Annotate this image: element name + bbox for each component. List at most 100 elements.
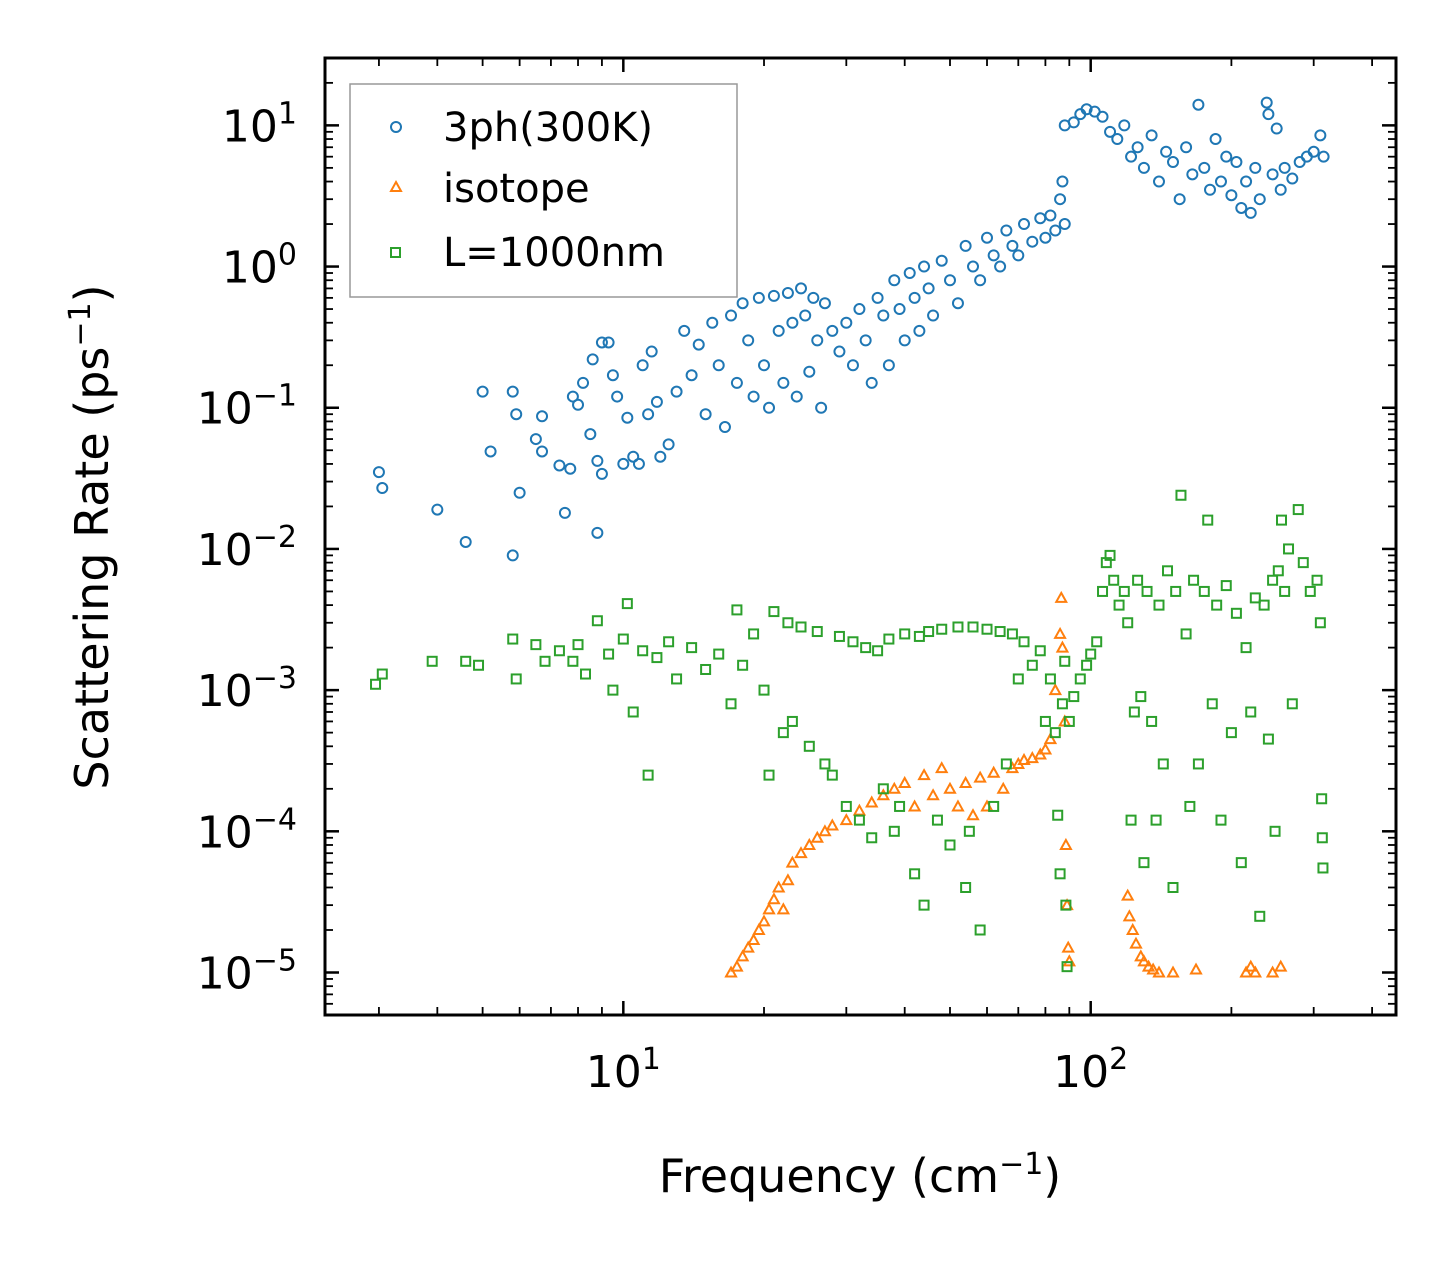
- point-3ph: [1056, 175, 1069, 188]
- point-3ph: [833, 345, 846, 358]
- point-3ph: [706, 316, 719, 329]
- x-axis-title: Frequency (cm−1): [659, 1147, 1062, 1203]
- point-l1000nm: [786, 715, 798, 727]
- point-isotope: [1061, 940, 1075, 953]
- point-isotope: [852, 803, 867, 816]
- point-l1000nm: [607, 684, 619, 696]
- point-l1000nm: [1170, 585, 1182, 597]
- y-tick-label: 10−1: [197, 379, 297, 435]
- point-l1000nm: [777, 727, 789, 739]
- point-3ph: [1262, 108, 1275, 121]
- point-isotope: [1121, 888, 1135, 901]
- point-3ph: [564, 462, 577, 475]
- point-l1000nm: [782, 617, 794, 629]
- point-3ph: [692, 338, 705, 351]
- legend: 3ph(300K) isotope L=1000nm: [349, 83, 738, 298]
- point-l1000nm: [1104, 549, 1116, 561]
- point-isotope: [1053, 626, 1067, 639]
- point-l1000nm: [1316, 793, 1328, 805]
- point-isotope: [741, 940, 755, 953]
- point-l1000nm: [1000, 758, 1012, 770]
- point-isotope: [996, 781, 1010, 794]
- point-3ph: [670, 385, 683, 398]
- point-3ph: [1160, 145, 1173, 158]
- point-3ph: [654, 450, 667, 463]
- point-3ph: [927, 309, 940, 322]
- point-l1000nm: [811, 626, 823, 638]
- point-l1000nm: [686, 642, 698, 654]
- point-3ph: [1220, 150, 1233, 163]
- point-3ph: [807, 291, 820, 304]
- point-isotope: [1274, 959, 1288, 972]
- point-3ph: [372, 466, 385, 479]
- point-3ph: [1026, 235, 1039, 248]
- point-3ph: [893, 303, 906, 316]
- point-l1000nm: [1157, 758, 1169, 770]
- point-l1000nm: [507, 633, 519, 645]
- point-3ph: [1307, 145, 1320, 158]
- point-3ph: [786, 316, 799, 329]
- point-l1000nm: [803, 740, 815, 752]
- point-l1000nm: [909, 868, 921, 880]
- point-l1000nm: [833, 630, 845, 642]
- point-l1000nm: [819, 758, 831, 770]
- point-isotope: [958, 775, 973, 788]
- point-3ph: [1274, 183, 1287, 196]
- point-3ph: [840, 316, 853, 329]
- point-3ph: [1044, 209, 1057, 222]
- point-l1000nm: [1184, 800, 1196, 812]
- point-isotope: [1166, 965, 1180, 978]
- point-3ph: [678, 324, 691, 337]
- point-l1000nm: [1180, 628, 1192, 640]
- point-3ph: [1131, 141, 1144, 154]
- point-l1000nm: [651, 652, 663, 664]
- point-3ph: [617, 457, 630, 470]
- point-3ph: [632, 457, 645, 470]
- point-l1000nm: [1245, 706, 1257, 718]
- point-3ph: [1240, 175, 1253, 188]
- point-l1000nm: [1206, 698, 1218, 710]
- point-l1000nm: [572, 639, 584, 651]
- point-3ph: [685, 369, 698, 382]
- point-3ph: [1167, 156, 1180, 169]
- point-3ph: [553, 459, 566, 472]
- point-3ph: [699, 408, 712, 421]
- point-l1000nm: [1162, 565, 1174, 577]
- point-isotope: [986, 765, 1001, 778]
- point-isotope: [818, 824, 832, 837]
- point-3ph: [1034, 212, 1047, 225]
- point-isotope: [1126, 922, 1140, 935]
- point-isotope: [1265, 965, 1280, 978]
- point-l1000nm: [1063, 715, 1075, 727]
- tick-labels: 101 102 101 100 10−1 10−2 10−3 10−4 10−5: [197, 96, 1128, 1098]
- point-l1000nm: [737, 659, 749, 671]
- point-l1000nm: [840, 800, 852, 812]
- point-3ph: [1225, 189, 1238, 202]
- point-l1000nm: [1230, 607, 1242, 619]
- point-3ph: [1000, 224, 1013, 237]
- point-l1000nm: [1044, 673, 1056, 685]
- x-tick-label: 101: [586, 1042, 661, 1098]
- point-3ph: [1054, 193, 1067, 206]
- point-3ph: [1244, 206, 1257, 219]
- point-isotope: [746, 932, 761, 945]
- point-l1000nm: [952, 621, 964, 633]
- point-3ph: [846, 359, 859, 372]
- y-tick-label: 10−5: [197, 943, 297, 999]
- point-3ph: [871, 291, 884, 304]
- point-l1000nm: [1272, 565, 1284, 577]
- point-3ph: [1111, 133, 1124, 146]
- point-isotope: [767, 892, 781, 905]
- point-isotope: [1248, 965, 1263, 978]
- point-isotope: [1122, 909, 1137, 922]
- point-l1000nm: [768, 606, 780, 618]
- point-3ph: [1049, 224, 1062, 237]
- point-l1000nm: [603, 648, 615, 660]
- point-3ph: [627, 450, 640, 463]
- point-l1000nm: [621, 598, 633, 610]
- point-3ph: [763, 401, 776, 414]
- point-isotope: [810, 830, 824, 843]
- point-l1000nm: [960, 881, 972, 893]
- point-l1000nm: [1085, 648, 1097, 660]
- point-isotope: [825, 818, 840, 831]
